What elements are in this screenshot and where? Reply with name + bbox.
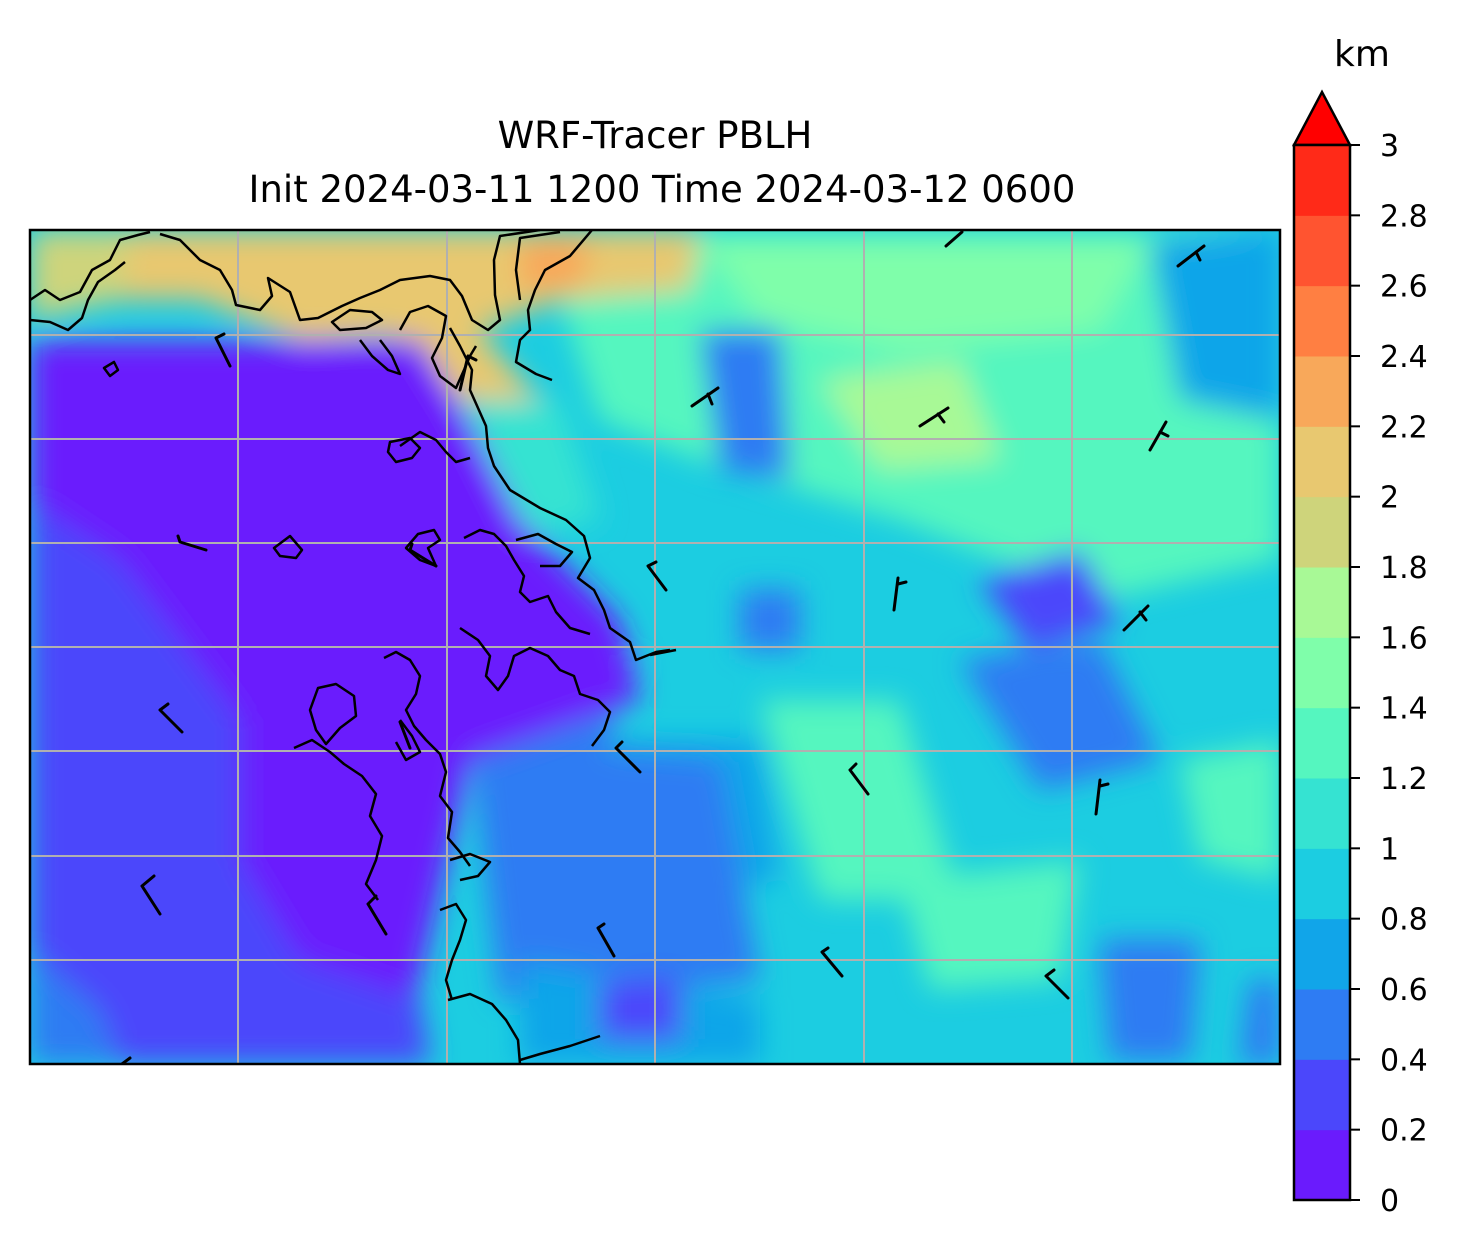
colorbar: km 0 0.2 0.4 0.6 0.8 1 1.2 1.4 1.6 1.8 2 2.2 2.4 2.6 2… — [1291, 34, 1428, 1219]
colorbar-band — [1294, 1059, 1350, 1131]
colorbar-tick-label: 0.2 — [1380, 1114, 1428, 1149]
colorbar-ticks: 0 0.2 0.4 0.6 0.8 1 1.2 1.4 1.6 1.8 2 2.2 2.4 2.6 2.8 3 — [1350, 129, 1428, 1219]
colorbar-band — [1294, 848, 1350, 920]
pblh-field — [30, 230, 1280, 1064]
colorbar-unit: km — [1334, 34, 1390, 75]
colorbar-band — [1294, 1129, 1350, 1201]
colorbar-tick-label: 3 — [1380, 129, 1399, 164]
colorbar-tick-label: 2.6 — [1380, 270, 1428, 305]
map-panel — [30, 230, 1280, 1064]
colorbar-tick-label: 2 — [1380, 481, 1399, 516]
map-frame — [28, 228, 1282, 1066]
colorbar-extend-arrow — [1291, 89, 1353, 147]
map-title: WRF-Tracer PBLH — [498, 114, 813, 157]
colorbar-tick-label: 0.4 — [1380, 1043, 1428, 1078]
colorbar-band — [1294, 215, 1350, 287]
colorbar-tick-label: 0.8 — [1380, 903, 1428, 938]
colorbar-tick-label: 1 — [1380, 832, 1399, 867]
map-subtitle: Init 2024-03-11 1200 Time 2024-03-12 060… — [249, 168, 1076, 211]
coastlines — [30, 230, 677, 1064]
colorbar-band — [1294, 707, 1350, 779]
colorbar-band — [1294, 989, 1350, 1060]
colorbar-tick-label: 2.8 — [1380, 199, 1428, 234]
colorbar-tick-label: 2.2 — [1380, 410, 1428, 445]
colorbar-band — [1294, 567, 1350, 638]
colorbar-tick-label: 1.8 — [1380, 551, 1428, 586]
colorbar-tick-label: 2.4 — [1380, 340, 1428, 375]
colorbar-tick-label: 1.2 — [1380, 762, 1428, 797]
colorbar-band — [1294, 426, 1350, 498]
colorbar-band — [1294, 496, 1350, 568]
colorbar-band — [1294, 778, 1350, 849]
colorbar-band — [1294, 356, 1350, 427]
colorbar-bands — [1294, 145, 1350, 1201]
colorbar-frame — [1292, 143, 1352, 1202]
map-gridlines — [30, 230, 1280, 1064]
colorbar-band — [1294, 637, 1350, 709]
colorbar-band — [1294, 918, 1350, 990]
colorbar-band — [1294, 145, 1350, 216]
colorbar-tick-label: 1.4 — [1380, 692, 1428, 727]
colorbar-tick-label: 1.6 — [1380, 621, 1428, 656]
wind-barbs — [120, 230, 1206, 1064]
colorbar-tick-label: 0.6 — [1380, 973, 1428, 1008]
colorbar-band — [1294, 285, 1350, 357]
colorbar-tick-label: 0 — [1380, 1184, 1399, 1219]
